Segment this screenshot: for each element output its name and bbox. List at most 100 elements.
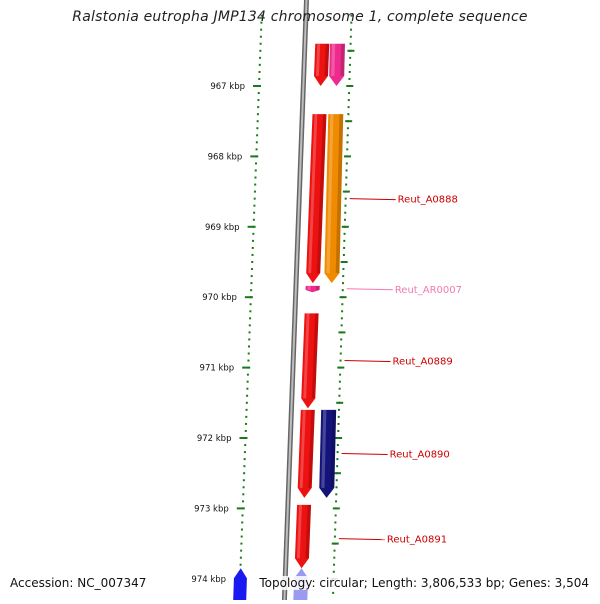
outer-ring-tick — [339, 373, 342, 376]
scale-minor-tick — [253, 211, 256, 214]
gene-Reut_A0887b[interactable] — [329, 43, 345, 86]
gene-arrow-highlight — [303, 313, 310, 399]
outer-ring-tick — [345, 162, 348, 165]
outer-ring-tick — [339, 345, 342, 348]
gene-label-Reut_A0890[interactable]: Reut_A0890 — [341, 449, 450, 460]
outer-ring-major-tick — [342, 190, 350, 193]
scale-tick-label: 970 kbp — [202, 293, 237, 303]
scale-minor-tick — [248, 338, 251, 341]
accession-text: Accession: NC_007347 — [8, 576, 149, 590]
scale-minor-tick — [256, 120, 259, 123]
scale-minor-tick — [252, 232, 255, 235]
gene-label-Reut_A0891[interactable]: Reut_A0891 — [338, 535, 447, 546]
scale-major-tick — [236, 507, 245, 510]
scale-minor-tick — [254, 169, 257, 172]
gene-label-Reut_AR0007[interactable]: Reut_AR0007 — [346, 285, 462, 296]
scale-minor-tick — [259, 35, 262, 38]
outer-ring-tick — [345, 176, 348, 179]
scale-minor-tick — [257, 106, 260, 109]
outer-ring-major-tick — [333, 472, 341, 475]
scale-major-tick — [250, 155, 259, 158]
scale-minor-tick — [245, 415, 248, 418]
outer-ring-tick — [344, 218, 347, 221]
scale-minor-tick — [260, 14, 263, 17]
gene-Reut_A0889[interactable] — [301, 313, 319, 409]
gene-Reut_A0891[interactable] — [294, 504, 312, 569]
outer-ring-tick — [341, 303, 344, 306]
scale-minor-tick — [240, 535, 243, 538]
scale-minor-tick — [250, 268, 253, 271]
outer-ring-tick — [341, 282, 344, 285]
scale-tick-label: 968 kbp — [208, 152, 243, 162]
outer-ring-tick — [338, 394, 341, 397]
outer-ring-tick — [342, 275, 345, 278]
outer-ring-tick — [333, 535, 336, 538]
scale-major-tick — [239, 437, 248, 439]
scale-minor-tick — [251, 261, 254, 263]
outer-ring-tick — [346, 134, 349, 137]
gene-label-text: Reut_A0888 — [398, 195, 458, 206]
scale-minor-tick — [246, 380, 249, 383]
scale-minor-tick — [251, 253, 254, 256]
gene-Reut_AR0007[interactable] — [305, 285, 320, 293]
scale-minor-tick — [245, 408, 248, 411]
scale-minor-tick — [243, 465, 246, 468]
outer-ring-tick — [343, 239, 346, 242]
outer-ring-major-tick — [332, 507, 340, 510]
gene-arrow-highlight — [326, 114, 334, 274]
outer-ring-tick — [348, 92, 351, 95]
outer-ring-tick — [349, 35, 352, 38]
scale-minor-tick — [243, 472, 246, 475]
gene-arrow-body — [294, 504, 312, 569]
gene-Reut_A0890b[interactable] — [319, 409, 337, 498]
label-leader-line — [338, 538, 385, 541]
gene-arrow-shade — [305, 504, 312, 559]
gene-arrow-body — [313, 43, 330, 86]
backbone-inner-line — [283, 0, 308, 601]
scale-major-tick — [244, 296, 253, 299]
outer-ring-tick — [334, 528, 337, 531]
gene-Reut_A0888b[interactable] — [324, 114, 344, 284]
scale-minor-tick — [240, 528, 243, 531]
gene-Reut_A0892[interactable] — [233, 568, 248, 604]
gene-arrow-highlight — [331, 43, 336, 76]
outer-ring-tick — [350, 28, 353, 31]
outer-ring-tick — [341, 310, 344, 313]
scale-minor-tick — [252, 239, 255, 242]
scale-minor-tick — [252, 218, 255, 221]
gene-features — [233, 43, 345, 604]
scale-major-tick — [247, 225, 256, 228]
gene-Reut_A0887[interactable] — [313, 43, 330, 86]
gene-arrow-body — [329, 43, 345, 86]
gene-arrow-shade — [316, 285, 320, 291]
outer-ring-tick — [342, 253, 345, 256]
scale-minor-tick — [246, 394, 249, 397]
outer-ring-tick — [340, 317, 343, 320]
gene-Reut_A0890[interactable] — [297, 409, 315, 498]
gene-arrow-body — [324, 114, 344, 284]
scale-ticks: 967 kbp 968 kbp 969 kbp 970 kbp 971 kbp 972 k… — [191, 14, 355, 594]
map-title: Ralstonia eutropha JMP134 chromosome 1, … — [72, 9, 528, 25]
scale-minor-tick — [241, 514, 244, 517]
outer-ring-tick — [333, 556, 336, 559]
gene-arrow-highlight — [321, 409, 327, 488]
outer-ring-major-tick — [336, 401, 344, 404]
gene-Reut_A0888[interactable] — [306, 114, 327, 284]
scale-minor-tick — [259, 49, 262, 52]
scale-minor-tick — [259, 42, 262, 45]
gene-label-Reut_A0888[interactable]: Reut_A0888 — [349, 195, 458, 206]
gene-label-Reut_A0889[interactable]: Reut_A0889 — [344, 357, 453, 368]
scale-minor-tick — [250, 289, 253, 292]
outer-ring-tick — [335, 493, 338, 496]
gene-arrow-shade — [311, 313, 319, 399]
outer-ring-tick — [335, 500, 338, 503]
label-leader-line — [344, 360, 391, 363]
scale-minor-tick — [246, 387, 249, 390]
gene-label-text: Reut_A0889 — [393, 357, 453, 368]
scale-minor-tick — [248, 331, 251, 334]
chromosome-backbone — [281, 0, 309, 601]
scale-minor-tick — [244, 444, 247, 447]
outer-ring-tick — [337, 408, 340, 411]
